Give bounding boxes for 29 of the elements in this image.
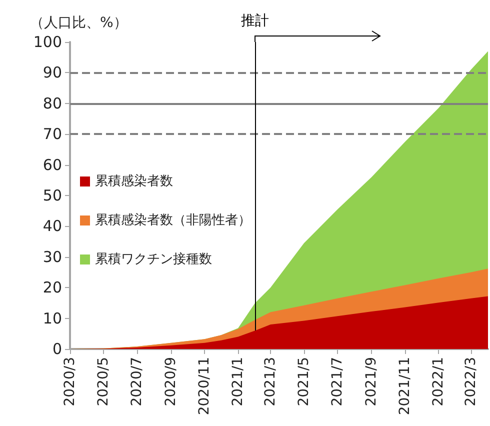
x-tick-label: 2022/1 xyxy=(430,357,447,406)
y-tick-label: 80 xyxy=(42,94,62,112)
x-tick-label: 2021/7 xyxy=(330,357,346,406)
y-tick-label: 0 xyxy=(52,340,62,358)
y-tick-label: 40 xyxy=(42,217,62,236)
y-tick-label: 60 xyxy=(42,156,62,174)
x-tick-label: 2021/1 xyxy=(230,357,246,406)
legend-label: 累積感染者数（非陽性者） xyxy=(95,213,251,228)
x-tick-label: 2020/11 xyxy=(196,357,213,416)
x-tick-label: 2020/3 xyxy=(62,357,78,406)
y-tick-label: 90 xyxy=(42,64,62,82)
x-tick-label: 2020/9 xyxy=(163,357,180,406)
legend-label: 累積ワクチン接種数 xyxy=(95,252,212,267)
y-tick-label: 100 xyxy=(33,33,62,51)
x-tick-label: 2021/11 xyxy=(397,357,414,416)
legend-label: 累積感染者数 xyxy=(95,174,173,189)
y-tick-label: 50 xyxy=(42,186,62,204)
x-tick-label: 2021/5 xyxy=(296,357,312,406)
y-axis-title: （人口比、%） xyxy=(30,15,128,31)
x-tick-label: 2022/3 xyxy=(462,357,479,406)
y-tick-label: 70 xyxy=(42,125,62,144)
x-tick-label: 2021/3 xyxy=(262,357,278,406)
x-tick-label: 2020/5 xyxy=(96,357,112,406)
x-tick-label: 2020/7 xyxy=(129,357,146,406)
x-tick-label: 2021/9 xyxy=(364,357,380,406)
y-tick-label: 30 xyxy=(42,248,62,266)
y-tick-label: 20 xyxy=(42,278,62,297)
ref-line-label: 推計 xyxy=(241,13,270,29)
y-tick-label: 10 xyxy=(42,309,62,328)
